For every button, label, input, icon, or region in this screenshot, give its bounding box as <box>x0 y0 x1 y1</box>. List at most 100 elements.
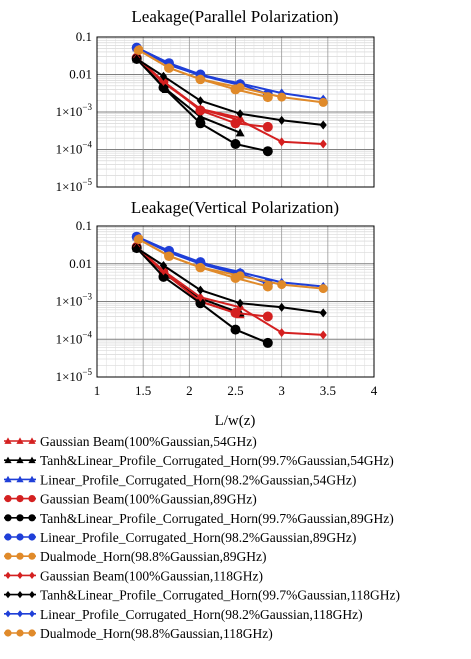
series-line <box>136 46 324 101</box>
legend-marker <box>28 514 36 522</box>
legend-marker <box>17 591 23 599</box>
series-line <box>136 246 324 336</box>
data-point <box>196 104 205 114</box>
data-point <box>134 45 144 55</box>
legend-marker <box>29 610 35 618</box>
data-point <box>277 280 287 290</box>
series-line <box>136 235 324 288</box>
data-point <box>319 120 327 130</box>
y-tick-label: 0.1 <box>76 218 92 233</box>
data-point <box>236 109 244 119</box>
data-point <box>134 234 144 244</box>
data-point <box>277 92 287 102</box>
data-point <box>159 77 168 87</box>
legend-item: Linear_Profile_Corrugated_Horn(98.2%Gaus… <box>4 472 356 487</box>
data-point <box>236 115 244 125</box>
legend-label: Linear_Profile_Corrugated_Horn(98.2%Gaus… <box>40 530 356 545</box>
data-point <box>235 83 245 93</box>
legend-marker <box>4 629 12 637</box>
data-point <box>319 139 327 149</box>
legend-marker <box>4 552 12 560</box>
legend-marker <box>28 437 36 444</box>
legend-marker <box>29 591 35 599</box>
data-point <box>278 302 286 312</box>
x-tick-label: 2 <box>186 383 193 398</box>
legend-label: Gaussian Beam(100%Gaussian,118GHz) <box>40 568 263 583</box>
data-point <box>278 115 286 125</box>
series-4 <box>131 53 273 157</box>
legend-label: Tanh&Linear_Profile_Corrugated_Horn(99.7… <box>40 453 394 468</box>
data-point <box>319 308 327 318</box>
y-tick-label: 1×10−4 <box>56 140 93 157</box>
y-tick-label: 1×10−3 <box>56 102 93 119</box>
series-8 <box>133 243 327 318</box>
chart-vertical: 0.1 0.01 1×10−3 1×10−4 1×10−51 1.5 2 2.5 3 3.5 4 <box>56 218 378 398</box>
series-line <box>138 49 324 104</box>
series-line <box>136 58 324 126</box>
series-10 <box>134 234 328 294</box>
legend-marker <box>28 495 36 503</box>
legend-label: Linear_Profile_Corrugated_Horn(98.2%Gaus… <box>40 607 363 622</box>
legend-label: Tanh&Linear_Profile_Corrugated_Horn(99.7… <box>40 588 400 603</box>
legend-marker <box>5 571 11 579</box>
legend-item: Tanh&Linear_Profile_Corrugated_Horn(99.7… <box>4 511 394 526</box>
legend-label: Dualmode_Horn(98.8%Gaussian,89GHz) <box>40 549 266 564</box>
legend: Gaussian Beam(100%Gaussian,54GHz) Tanh&Li… <box>4 434 400 641</box>
legend-item: Tanh&Linear_Profile_Corrugated_Horn(99.7… <box>4 588 400 603</box>
data-point <box>235 271 245 281</box>
legend-item: Dualmode_Horn(98.8%Gaussian,89GHz) <box>4 549 266 564</box>
x-tick-label: 4 <box>371 383 378 398</box>
data-point <box>230 324 241 335</box>
legend-marker <box>16 533 24 541</box>
legend-item: Tanh&Linear_Profile_Corrugated_Horn(99.7… <box>4 453 394 468</box>
legend-label: Gaussian Beam(100%Gaussian,89GHz) <box>40 492 257 507</box>
legend-marker <box>4 533 12 541</box>
legend-item: Linear_Profile_Corrugated_Horn(98.2%Gaus… <box>4 530 356 545</box>
chart-parallel: 0.1 0.01 1×10−3 1×10−4 1×10−5 <box>56 29 375 194</box>
data-point <box>230 307 241 318</box>
data-point <box>318 97 328 107</box>
legend-marker <box>28 552 36 560</box>
legend-marker <box>28 533 36 541</box>
data-point <box>164 63 174 73</box>
legend-marker <box>16 495 24 503</box>
legend-marker <box>29 571 35 579</box>
legend-marker <box>5 591 11 599</box>
y-tick-label: 1×10−3 <box>56 292 93 309</box>
legend-marker <box>4 495 12 503</box>
data-point <box>318 284 328 294</box>
legend-item: Gaussian Beam(100%Gaussian,54GHz) <box>4 434 257 449</box>
data-point <box>262 337 273 348</box>
data-point <box>164 251 174 261</box>
data-point <box>196 292 205 302</box>
legend-label: Tanh&Linear_Profile_Corrugated_Horn(99.7… <box>40 511 394 526</box>
data-point <box>319 330 327 340</box>
data-point <box>159 71 168 81</box>
data-point <box>195 118 206 129</box>
legend-marker <box>4 514 12 522</box>
legend-marker <box>5 610 11 618</box>
data-point <box>230 139 241 150</box>
legend-marker <box>28 475 36 483</box>
data-point <box>196 96 205 106</box>
data-point <box>195 74 205 84</box>
legend-label: Linear_Profile_Corrugated_Horn(98.2%Gaus… <box>40 472 356 487</box>
x-tick-label: 1 <box>94 383 101 398</box>
data-point <box>159 260 168 270</box>
data-point <box>278 137 286 147</box>
data-point <box>262 121 273 132</box>
chart-title-parallel: Leakage(Parallel Polarization) <box>131 7 338 26</box>
plot-frame <box>96 225 375 378</box>
legend-marker <box>17 610 23 618</box>
legend-marker <box>4 437 12 444</box>
y-tick-label: 1×10−5 <box>56 367 93 384</box>
data-point <box>195 298 206 309</box>
legend-item: Dualmode_Horn(98.8%Gaussian,118GHz) <box>4 626 273 641</box>
legend-marker <box>28 456 36 464</box>
plot-frame <box>96 36 375 188</box>
data-point <box>195 112 205 121</box>
x-axis-label: L/w(z) <box>215 413 256 429</box>
series-8 <box>133 54 327 130</box>
legend-marker <box>28 629 36 637</box>
